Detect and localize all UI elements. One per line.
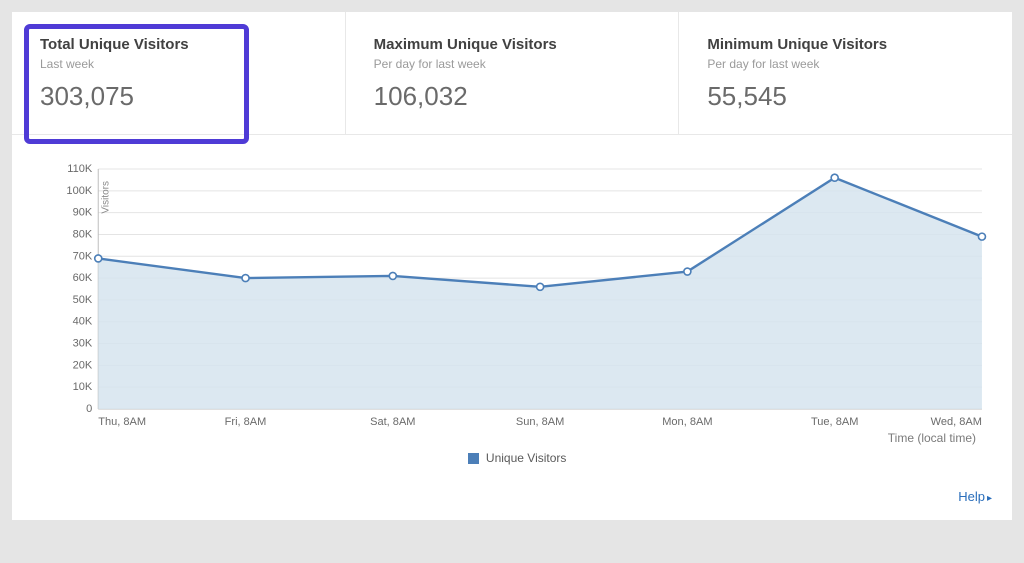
stat-value: 55,545 [707, 81, 984, 112]
svg-text:80K: 80K [73, 228, 93, 240]
legend-swatch [468, 453, 479, 464]
legend-label: Unique Visitors [486, 451, 566, 465]
svg-text:Visitors: Visitors [100, 181, 111, 214]
chart-legend: Unique Visitors [40, 445, 994, 467]
svg-text:Sat, 8AM: Sat, 8AM [370, 416, 415, 428]
svg-text:Sun, 8AM: Sun, 8AM [516, 416, 564, 428]
stat-card-minimum[interactable]: Minimum Unique Visitors Per day for last… [679, 12, 1012, 134]
chart-area: 0 10K 20K 30K 40K 50K 60K 70K 80K 90K 100K 110K Visi… [12, 135, 1012, 477]
help-link[interactable]: Help▸ [958, 489, 992, 504]
svg-text:40K: 40K [73, 316, 93, 328]
svg-text:Wed, 8AM: Wed, 8AM [931, 416, 982, 428]
svg-text:90K: 90K [73, 207, 93, 219]
svg-text:110K: 110K [67, 163, 93, 175]
stat-subtitle: Per day for last week [707, 57, 984, 71]
x-axis-note: Time (local time) [40, 431, 994, 445]
svg-text:10K: 10K [73, 381, 93, 393]
svg-text:Mon, 8AM: Mon, 8AM [662, 416, 712, 428]
stat-title: Minimum Unique Visitors [707, 36, 984, 53]
stat-subtitle: Per day for last week [374, 57, 651, 71]
help-label: Help [958, 489, 985, 504]
svg-text:Fri, 8AM: Fri, 8AM [225, 416, 267, 428]
svg-text:60K: 60K [73, 272, 93, 284]
stat-card-maximum[interactable]: Maximum Unique Visitors Per day for last… [346, 12, 680, 134]
stat-title: Maximum Unique Visitors [374, 36, 651, 53]
stats-row: Total Unique Visitors Last week 303,075 … [12, 12, 1012, 135]
svg-text:Thu, 8AM: Thu, 8AM [98, 416, 146, 428]
stat-value: 106,032 [374, 81, 651, 112]
svg-text:50K: 50K [73, 294, 93, 306]
stat-card-total[interactable]: Total Unique Visitors Last week 303,075 [12, 12, 346, 134]
analytics-panel: Total Unique Visitors Last week 303,075 … [12, 12, 1012, 520]
chevron-right-icon: ▸ [987, 493, 992, 504]
svg-text:30K: 30K [73, 338, 93, 350]
svg-text:70K: 70K [73, 250, 93, 262]
chart-wrap: 0 10K 20K 30K 40K 50K 60K 70K 80K 90K 100K 110K Visi… [40, 163, 994, 433]
stat-value: 303,075 [40, 81, 317, 112]
stat-title: Total Unique Visitors [40, 36, 317, 53]
panel-footer: Help▸ [12, 477, 1012, 520]
stat-subtitle: Last week [40, 57, 317, 71]
svg-text:100K: 100K [66, 185, 92, 197]
svg-text:Tue, 8AM: Tue, 8AM [811, 416, 858, 428]
svg-text:0: 0 [86, 403, 92, 415]
svg-text:20K: 20K [73, 359, 93, 371]
visitors-area-chart: 0 10K 20K 30K 40K 50K 60K 70K 80K 90K 100K 110K Visi… [40, 163, 994, 433]
